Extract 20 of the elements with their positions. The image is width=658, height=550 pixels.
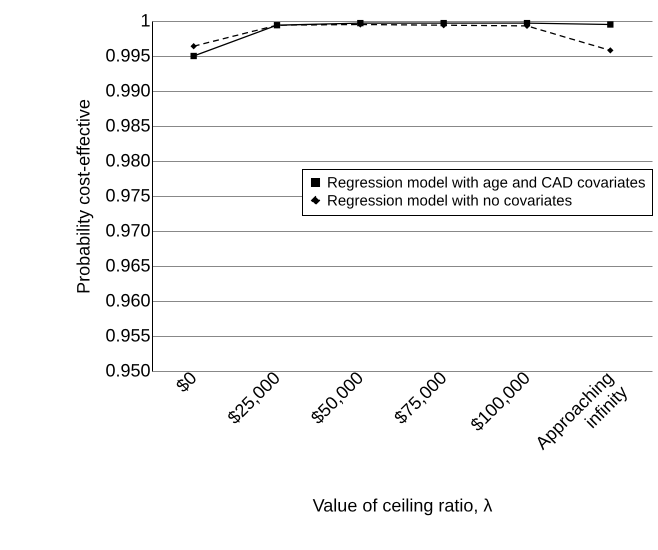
- point: [607, 21, 614, 28]
- y-tick-label: 0.985: [105, 116, 150, 136]
- y-tick-label: 0.965: [105, 256, 150, 276]
- y-tick-label: 0.995: [105, 46, 150, 66]
- x-axis-title: Value of ceiling ratio, λ: [312, 495, 492, 516]
- x-tick-label: $0: [172, 368, 201, 396]
- point: [607, 47, 614, 54]
- legend-label: Regression model with age and CAD covariates: [327, 174, 646, 192]
- y-tick-label: 0.990: [105, 80, 150, 100]
- y-tick-label: 0.950: [105, 360, 150, 380]
- point: [190, 52, 197, 60]
- y-tick-label: 0.980: [105, 150, 150, 170]
- point: [190, 43, 197, 50]
- y-axis-title: Probability cost-effective: [73, 99, 94, 294]
- y-tick-label: 0.970: [105, 220, 150, 240]
- y-tick-label: 0.975: [105, 186, 150, 206]
- legend-label: Regression model with no covariates: [327, 192, 572, 210]
- y-tick-label: 0.960: [105, 290, 150, 310]
- y-tick-label: 0.955: [105, 326, 150, 346]
- y-tick-label: 1: [140, 10, 150, 30]
